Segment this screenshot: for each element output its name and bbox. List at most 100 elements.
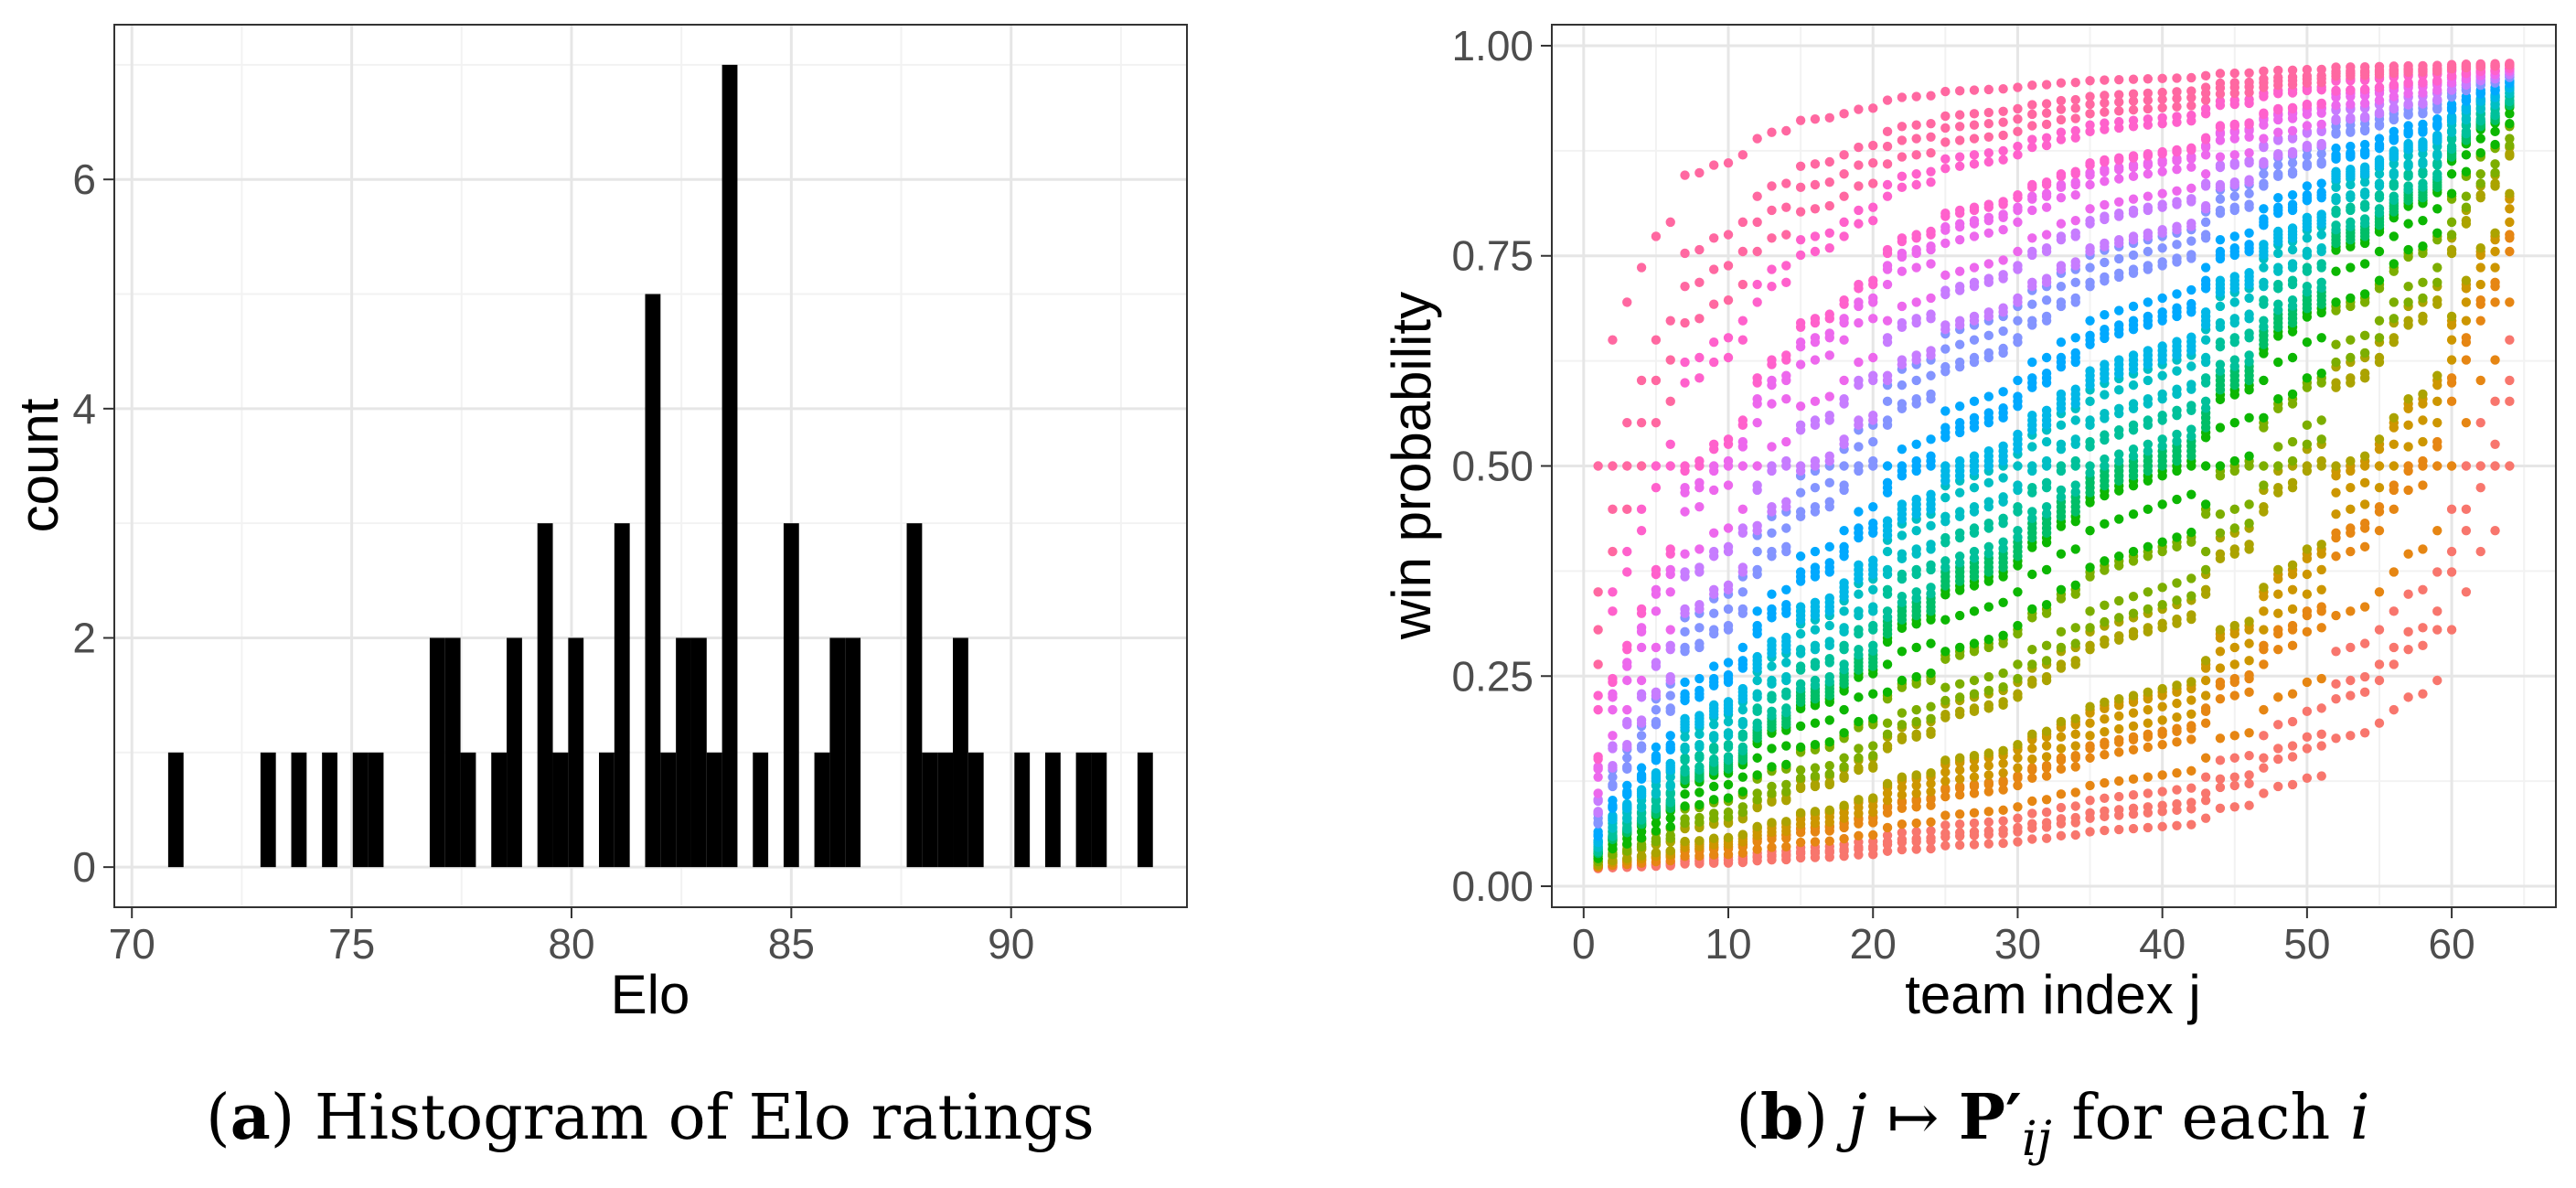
scatter-point (1636, 785, 1647, 795)
scatter-point (2287, 620, 2298, 631)
scatter-point (2041, 599, 2052, 610)
scatter-point (2041, 508, 2052, 519)
scatter-point (2113, 734, 2124, 744)
scatter-point (1897, 828, 1908, 838)
scatter-point (2389, 178, 2400, 188)
histogram-bar (645, 294, 661, 868)
scatter-point (1767, 501, 1777, 512)
scatter-point (2100, 359, 2110, 369)
scatter-point (2302, 544, 2313, 554)
scatter-point (1954, 86, 1965, 96)
scatter-point (2128, 774, 2139, 785)
scatter-point (1983, 132, 1994, 142)
scatter-point (2418, 415, 2428, 425)
scatter-point (2200, 703, 2211, 713)
scatter-point (1752, 546, 1762, 557)
scatter-point (1752, 651, 1762, 662)
scatter-point (1854, 181, 1864, 191)
scatter-point (1954, 266, 1965, 276)
scatter-point (1926, 309, 1936, 319)
scatter-point (1868, 518, 1878, 529)
scatter-point (2446, 311, 2457, 322)
scatter-point (1940, 154, 1951, 165)
scatter-point (2244, 175, 2254, 185)
scatter-point (2244, 540, 2254, 550)
scatter-point (2244, 350, 2254, 360)
scatter-point (1897, 772, 1908, 782)
scatter-point (2157, 800, 2167, 810)
scatter-point (1767, 842, 1777, 852)
y-tick-label: 0.25 (1451, 652, 1534, 700)
scatter-point (1810, 231, 1821, 241)
scatter-point (2287, 146, 2298, 157)
scatter-point (2070, 455, 2080, 466)
scatter-point (1781, 632, 1791, 643)
scatter-point (1998, 145, 2008, 156)
scatter-point (2172, 532, 2182, 542)
scatter-point (2128, 451, 2139, 461)
scatter-point (2346, 731, 2356, 741)
scatter-point (2041, 352, 2052, 363)
scatter-point (2013, 480, 2023, 490)
scatter-point (2418, 136, 2428, 147)
scatter-point (1694, 599, 1705, 610)
scatter-point (1781, 455, 1791, 466)
scatter-point (2070, 829, 2080, 840)
scatter-point (1680, 567, 1690, 577)
scatter-point (1911, 179, 1921, 190)
scatter-point (1882, 729, 1893, 740)
scatter-point (2056, 78, 2067, 88)
scatter-point (2215, 625, 2226, 635)
scatter-point (1983, 817, 1994, 828)
scatter-point (1781, 350, 1791, 360)
scatter-point (1795, 507, 1806, 517)
scatter-point (1694, 544, 1705, 554)
scatter-point (1723, 658, 1734, 668)
scatter-point (1636, 417, 1647, 428)
scatter-point (2157, 146, 2167, 157)
scatter-point (1795, 317, 1806, 328)
caption-b-close-paren: ) (1803, 1082, 1847, 1154)
scatter-point (2287, 275, 2298, 285)
scatter-point (1608, 546, 1618, 557)
scatter-point (2215, 508, 2226, 519)
scatter-point (2070, 215, 2080, 226)
scatter-point (1781, 523, 1791, 533)
scatter-point (2070, 166, 2080, 177)
scatter-point (2113, 305, 2124, 316)
scatter-point (1854, 104, 1864, 114)
scatter-point (2461, 461, 2472, 471)
scatter-point (1839, 294, 1849, 305)
scatter-point (1969, 501, 1980, 512)
scatter-point (1954, 692, 1965, 702)
scatter-point (2013, 82, 2023, 92)
scatter-point (1795, 765, 1806, 776)
scatter-point (2143, 246, 2154, 257)
scatter-point (1752, 394, 1762, 404)
scatter-point (1593, 625, 1603, 635)
scatter-point (1926, 787, 1936, 797)
scatter-point (2432, 114, 2442, 124)
scatter-point (1954, 357, 1965, 368)
scatter-point (2273, 692, 2283, 702)
scatter-point (1636, 375, 1647, 386)
scatter-point (1737, 461, 1748, 471)
scatter-point (2374, 107, 2385, 118)
scatter-point (2128, 250, 2139, 261)
scatter-point (1694, 729, 1705, 740)
scatter-point (2085, 827, 2095, 837)
scatter-point (1781, 277, 1791, 288)
scatter-point (1767, 589, 1777, 599)
scatter-point (2186, 194, 2197, 204)
scatter-point (1954, 417, 1965, 428)
histogram-x-ticks: 70 75 80 85 90 (109, 907, 1034, 968)
scatter-point (1608, 795, 1618, 806)
scatter-point (2346, 99, 2356, 110)
scatter-point (1737, 787, 1748, 797)
scatter-point (1868, 436, 1878, 447)
scatter-point (2041, 726, 2052, 736)
scatter-point (1897, 708, 1908, 718)
scatter-point (2013, 587, 2023, 597)
caption-b-arrow: ↦ (1867, 1082, 1959, 1154)
scatter-point (2041, 202, 2052, 212)
